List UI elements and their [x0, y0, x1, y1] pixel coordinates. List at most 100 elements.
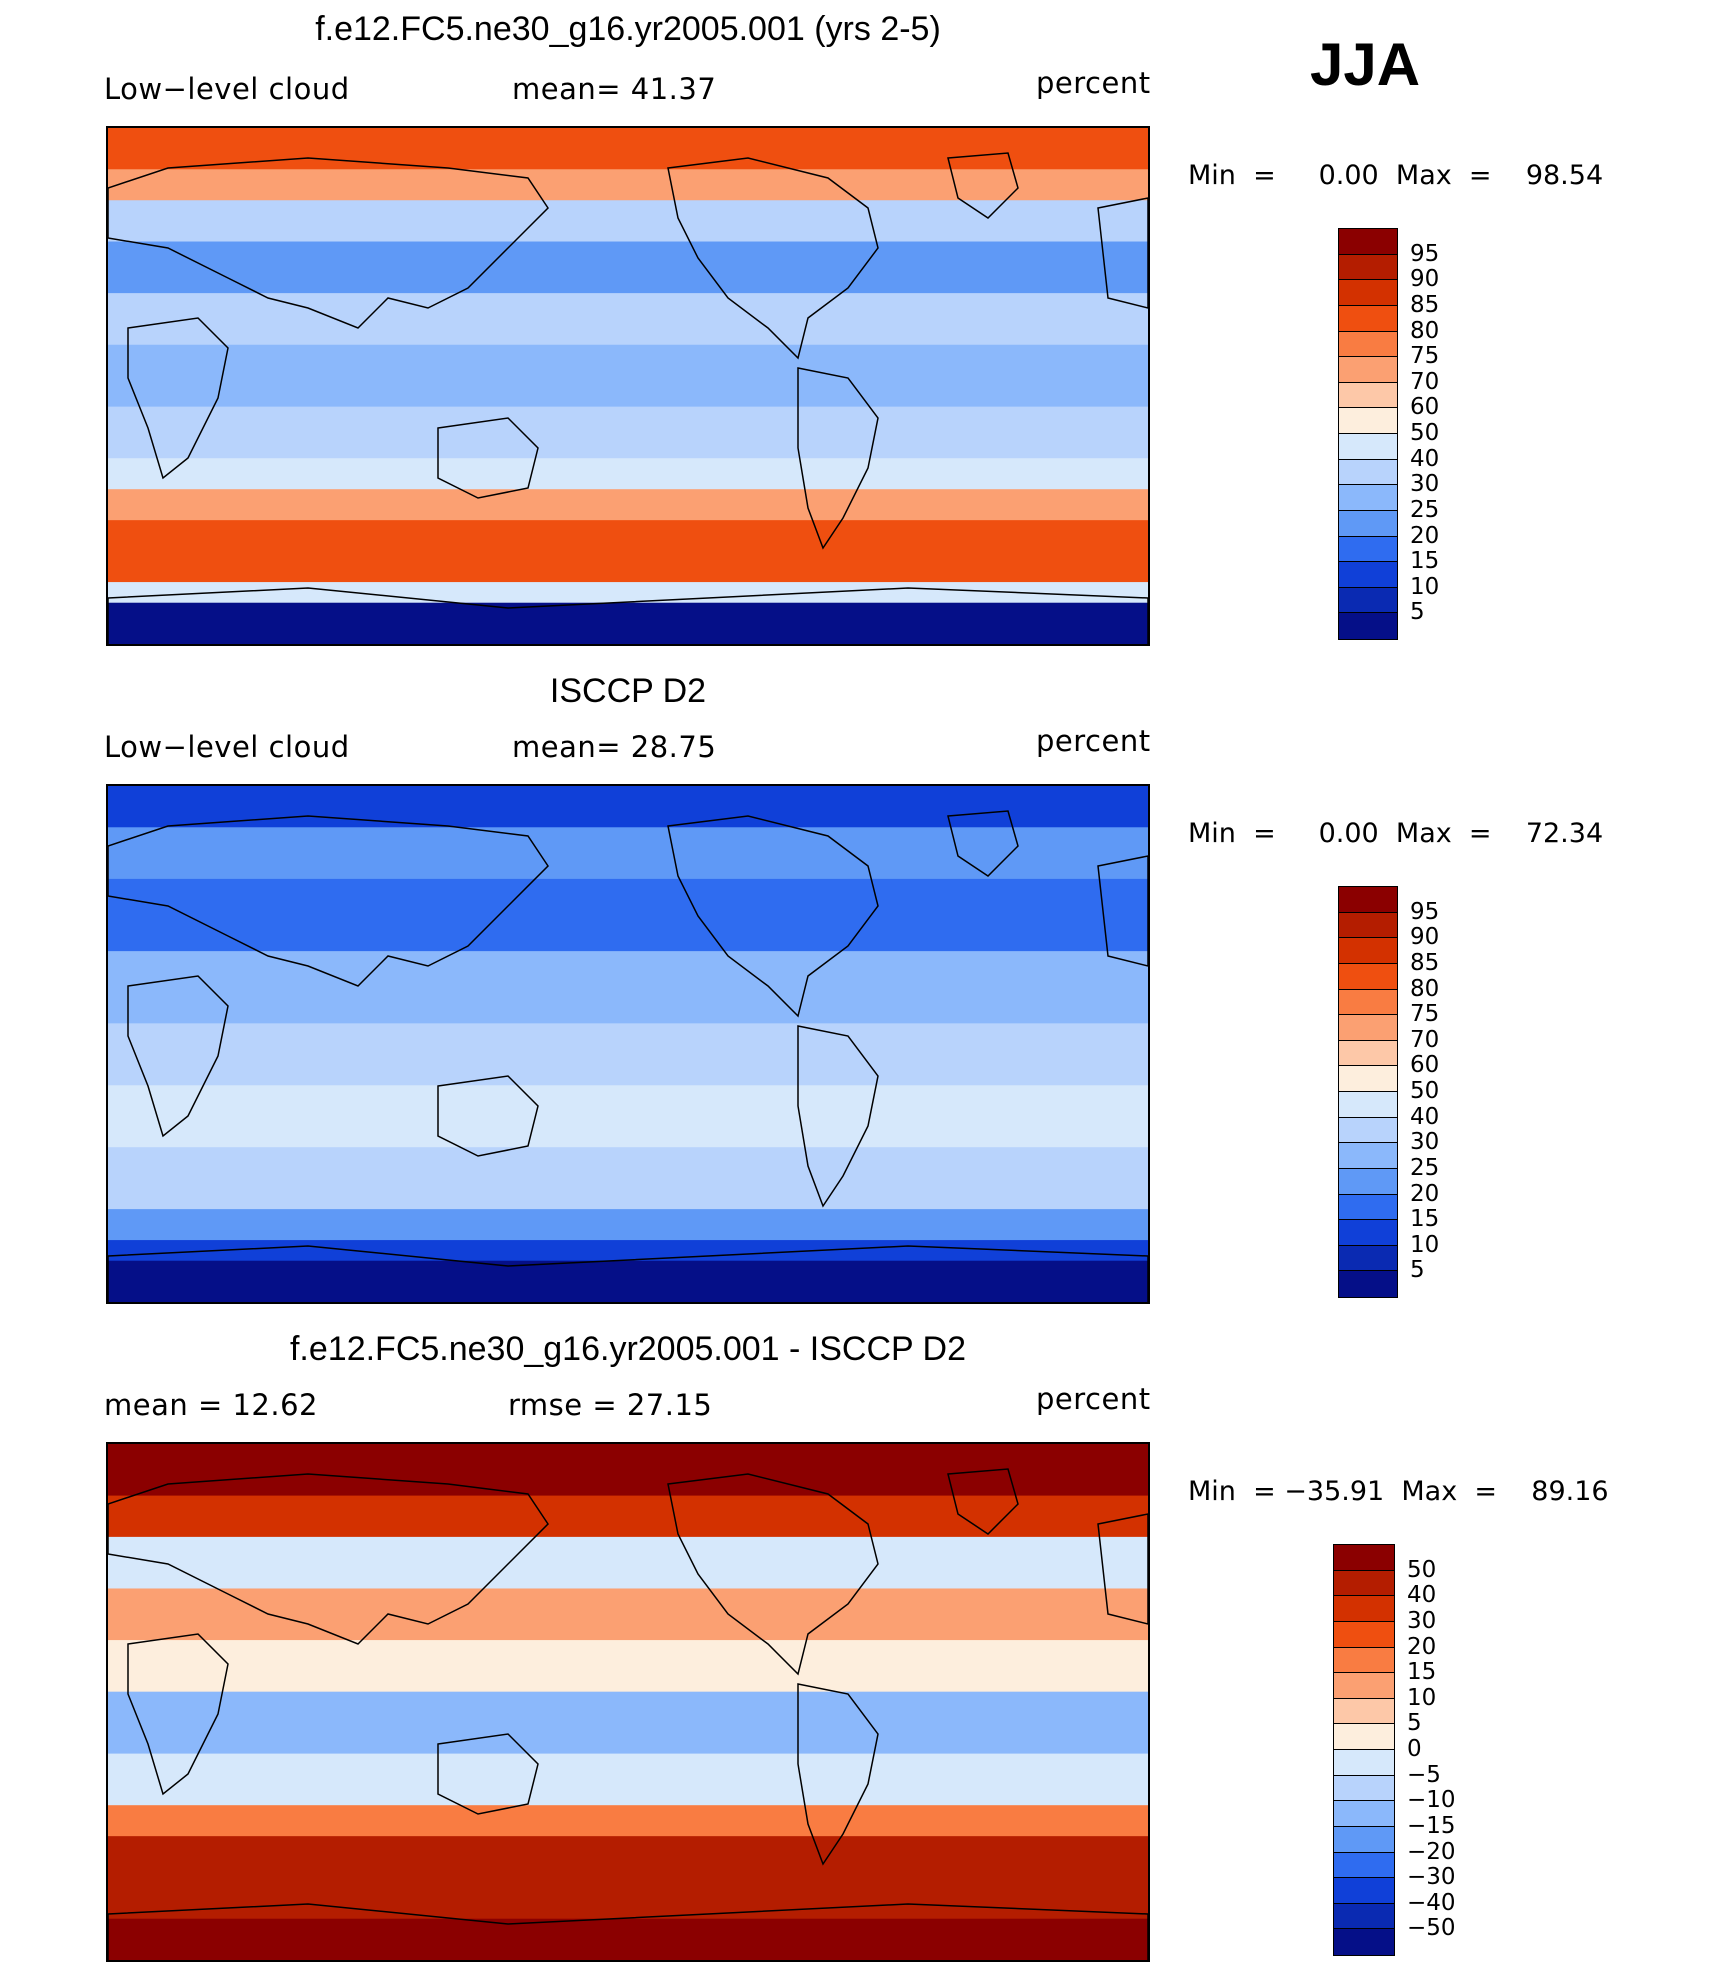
colorbar-tick-label: 50	[1410, 1078, 1440, 1104]
coastline	[947, 152, 1019, 219]
colorbar-swatch	[1334, 1826, 1394, 1853]
colorbar-swatch	[1334, 1852, 1394, 1879]
panel-2-variable-label: Low−level cloud	[104, 730, 350, 764]
colorbar-tick-label: 15	[1407, 1659, 1437, 1686]
colorbar-swatch	[1339, 485, 1397, 511]
map-band	[108, 1536, 1148, 1590]
colorbar-swatch	[1339, 1194, 1397, 1221]
panel-1-title: f.e12.FC5.ne30_g16.yr2005.001 (yrs 2-5)	[315, 10, 941, 48]
map-band	[108, 878, 1148, 953]
colorbar-tick-label: 80	[1410, 975, 1440, 1002]
colorbar-swatch	[1339, 1143, 1397, 1169]
panel-2-map	[106, 784, 1150, 1304]
coastline	[797, 1683, 879, 1866]
colorbar-tick-label: 40	[1407, 1582, 1437, 1609]
colorbar-tick-label: 20	[1410, 522, 1440, 549]
colorbar-swatch	[1334, 1570, 1394, 1597]
colorbar-tick-label: 40	[1410, 445, 1440, 472]
coastline	[667, 157, 879, 360]
colorbar-swatch	[1339, 1220, 1397, 1246]
colorbar-swatch	[1339, 331, 1397, 358]
colorbar-tick-label: 5	[1410, 599, 1425, 626]
map-band	[108, 1444, 1148, 1497]
map-band	[108, 1691, 1148, 1755]
panel-1-minmax: Min = 0.00 Max = 98.54	[1188, 160, 1604, 191]
map-band	[108, 1495, 1148, 1538]
panel-2-units-label: percent	[1036, 724, 1151, 758]
colorbar-tick-label: 90	[1410, 266, 1440, 293]
colorbar-tick-label: 85	[1410, 291, 1440, 318]
colorbar-swatch	[1334, 1724, 1394, 1750]
map-band	[108, 1918, 1148, 1960]
map-band	[108, 1147, 1148, 1211]
colorbar-tick-label: −20	[1407, 1838, 1456, 1865]
colorbar-swatch	[1339, 887, 1397, 913]
colorbar-tick-label: −15	[1407, 1812, 1456, 1839]
map-band	[108, 951, 1148, 1025]
coastline	[108, 587, 1148, 644]
colorbar-tick-label: 5	[1410, 1257, 1425, 1284]
map-field	[108, 1444, 1148, 1960]
panel-1-mean-label: mean= 41.37	[512, 72, 717, 106]
coastline	[797, 1025, 879, 1208]
colorbar-swatch	[1334, 1673, 1394, 1699]
colorbar-tick-label: 40	[1410, 1103, 1440, 1130]
colorbar-tick-label: 10	[1410, 1231, 1440, 1258]
panel-1-map	[106, 126, 1150, 646]
colorbar-tick-label: 70	[1410, 368, 1440, 395]
colorbar-tick-label: −5	[1407, 1761, 1441, 1788]
colorbar-swatch	[1339, 1066, 1397, 1092]
coastline	[108, 815, 549, 987]
coastline	[437, 1733, 539, 1815]
colorbar-tick-label: 15	[1410, 1206, 1440, 1233]
map-band	[108, 786, 1148, 829]
map-band	[108, 582, 1148, 604]
colorbar-swatch	[1339, 1040, 1397, 1067]
colorbar-swatch	[1334, 1775, 1394, 1802]
map-band	[108, 169, 1148, 202]
colorbar-swatch	[1334, 1903, 1394, 1930]
map-field	[108, 128, 1148, 644]
coastline	[127, 317, 229, 480]
colorbar-swatch	[1339, 963, 1397, 990]
coastline	[127, 1633, 229, 1796]
panel-3-title: f.e12.FC5.ne30_g16.yr2005.001 - ISCCP D2	[289, 1330, 966, 1368]
colorbar-swatch	[1339, 938, 1397, 964]
map-band	[108, 1209, 1148, 1242]
coastline	[667, 815, 879, 1018]
colorbar-swatch	[1339, 254, 1397, 281]
colorbar-tick-label: 30	[1407, 1607, 1437, 1634]
colorbar-swatch	[1334, 1878, 1394, 1904]
colorbar-tick-label: 20	[1407, 1633, 1437, 1660]
coastline	[127, 975, 229, 1138]
colorbar-tick-label: 95	[1410, 898, 1440, 925]
colorbar-swatch	[1334, 1621, 1394, 1648]
map-band	[108, 489, 1148, 522]
colorbar-tick-label: 85	[1410, 949, 1440, 976]
colorbar-tick-label: 70	[1410, 1026, 1440, 1053]
colorbar-swatch	[1339, 613, 1397, 639]
colorbar-swatch	[1334, 1596, 1394, 1622]
colorbar-tick-label: 60	[1410, 1052, 1440, 1079]
map-band	[108, 1260, 1148, 1302]
map-field	[108, 786, 1148, 1302]
colorbar-swatch	[1339, 1271, 1397, 1297]
coastline	[108, 1473, 549, 1645]
colorbar-swatch	[1339, 229, 1397, 255]
colorbar-tick-label: 25	[1410, 1154, 1440, 1181]
colorbar-tick-label: 10	[1407, 1684, 1437, 1711]
colorbar-swatch	[1339, 536, 1397, 563]
map-band	[108, 1753, 1148, 1807]
colorbar-tick-label: 95	[1410, 240, 1440, 267]
colorbar-tick-label: 60	[1410, 394, 1440, 421]
map-band	[108, 406, 1148, 460]
colorbar-swatch	[1339, 357, 1397, 383]
colorbar-swatch	[1339, 587, 1397, 614]
map-band	[108, 128, 1148, 171]
colorbar-swatch	[1339, 459, 1397, 486]
coastline	[108, 1245, 1148, 1302]
colorbar-swatch	[1339, 912, 1397, 939]
colorbar-swatch	[1334, 1698, 1394, 1725]
colorbar-swatch	[1334, 1545, 1394, 1571]
panel-3-units-label: percent	[1036, 1382, 1151, 1416]
